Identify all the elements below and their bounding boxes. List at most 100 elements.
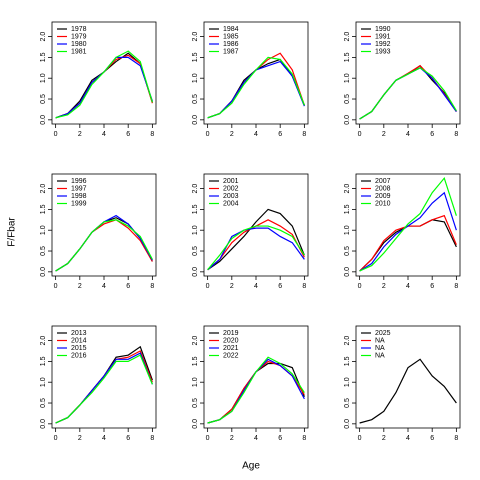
legend-label: 1999 xyxy=(71,200,87,207)
legend-label: 2004 xyxy=(223,200,239,207)
x-tick-label: 4 xyxy=(254,435,258,442)
x-tick-label: 6 xyxy=(430,435,434,442)
y-tick-label: 2.0 xyxy=(40,32,47,42)
legend-label: 1987 xyxy=(223,48,239,55)
x-tick-label: 6 xyxy=(278,131,282,138)
series-line xyxy=(359,176,457,272)
legend-label: 2021 xyxy=(223,345,239,352)
legend-label: 2010 xyxy=(375,200,391,207)
x-tick-label: 6 xyxy=(430,283,434,290)
series-line xyxy=(207,219,305,271)
y-tick-label: 1.0 xyxy=(40,73,47,83)
series-line xyxy=(359,191,457,272)
y-tick-label: 0.5 xyxy=(192,94,199,104)
legend-label: 1980 xyxy=(71,41,87,48)
x-tick-label: 4 xyxy=(254,131,258,138)
y-tick-label: 1.5 xyxy=(192,204,199,214)
x-tick-label: 8 xyxy=(150,131,154,138)
legend-label: NA xyxy=(375,337,385,344)
plot-frame xyxy=(51,325,157,429)
x-tick-label: 8 xyxy=(150,435,154,442)
y-tick-label: 1.0 xyxy=(192,73,199,83)
legend-label: 1998 xyxy=(71,193,87,200)
series-line xyxy=(207,225,305,271)
x-tick-label: 4 xyxy=(406,131,410,138)
y-tick-label: 1.5 xyxy=(40,356,47,366)
x-tick-label: 2 xyxy=(78,131,82,138)
y-tick-label: 0.5 xyxy=(40,246,47,256)
plot-frame xyxy=(51,173,157,277)
legend-label: 1978 xyxy=(71,26,87,33)
x-tick-label: 8 xyxy=(302,131,306,138)
plot-frame xyxy=(203,21,309,125)
y-tick-label: 1.0 xyxy=(344,377,351,387)
y-tick-label: 0.5 xyxy=(192,398,199,408)
y-tick-label: 1.5 xyxy=(192,52,199,62)
legend-label: 1997 xyxy=(71,185,87,192)
x-tick-label: 0 xyxy=(358,435,362,442)
series-line xyxy=(55,52,153,119)
legend-label: 2002 xyxy=(223,185,239,192)
series-line xyxy=(207,360,305,424)
series-line xyxy=(207,58,305,119)
x-tick-label: 0 xyxy=(206,283,210,290)
x-tick-label: 6 xyxy=(126,131,130,138)
y-tick-label: 2.0 xyxy=(192,32,199,42)
legend-label: 2020 xyxy=(223,337,239,344)
y-tick-label: 0.0 xyxy=(40,419,47,429)
y-tick-label: 2.0 xyxy=(192,184,199,194)
x-tick-label: 2 xyxy=(382,283,386,290)
legend-label: 1990 xyxy=(375,26,391,33)
x-tick-label: 0 xyxy=(54,283,58,290)
legend-label: 2008 xyxy=(375,185,391,192)
y-tick-label: 0.0 xyxy=(344,419,351,429)
y-tick-label: 2.0 xyxy=(192,336,199,346)
x-tick-label: 4 xyxy=(102,435,106,442)
x-tick-label: 0 xyxy=(206,435,210,442)
legend-label: 1979 xyxy=(71,33,87,40)
series-line xyxy=(207,227,305,271)
y-tick-label: 0.0 xyxy=(40,267,47,277)
legend-label: 2013 xyxy=(71,330,87,337)
y-tick-label: 2.0 xyxy=(344,336,351,346)
legend-label: 1985 xyxy=(223,33,239,40)
series-line xyxy=(55,56,153,119)
series-line xyxy=(207,56,305,119)
y-tick-label: 0.0 xyxy=(344,267,351,277)
legend-label: 2015 xyxy=(71,345,87,352)
legend-label: 2016 xyxy=(71,352,87,359)
y-tick-label: 1.5 xyxy=(344,52,351,62)
series-line xyxy=(359,358,457,424)
x-tick-label: 4 xyxy=(406,435,410,442)
y-tick-label: 2.0 xyxy=(40,336,47,346)
x-tick-label: 2 xyxy=(230,283,234,290)
y-tick-label: 2.0 xyxy=(344,32,351,42)
plot-frame xyxy=(355,173,461,277)
x-tick-label: 0 xyxy=(206,131,210,138)
x-tick-label: 8 xyxy=(454,283,458,290)
y-tick-label: 2.0 xyxy=(344,184,351,194)
series-line xyxy=(55,219,153,272)
legend-label: 1986 xyxy=(223,41,239,48)
legend-label: 2014 xyxy=(71,337,87,344)
y-tick-label: 0.5 xyxy=(344,94,351,104)
series-line xyxy=(55,354,153,424)
series-line xyxy=(55,217,153,272)
x-tick-label: 2 xyxy=(382,131,386,138)
series-line xyxy=(55,50,153,119)
legend-label: 2001 xyxy=(223,178,239,185)
x-tick-label: 2 xyxy=(78,435,82,442)
y-axis-label: F/Fbar xyxy=(7,217,18,247)
x-tick-label: 4 xyxy=(406,283,410,290)
x-tick-label: 2 xyxy=(382,435,386,442)
x-tick-label: 8 xyxy=(150,283,154,290)
legend-label: NA xyxy=(375,345,385,352)
legend-label: 2025 xyxy=(375,330,391,337)
legend-label: 2019 xyxy=(223,330,239,337)
y-tick-label: 2.0 xyxy=(40,184,47,194)
x-tick-label: 6 xyxy=(278,283,282,290)
x-tick-label: 0 xyxy=(54,131,58,138)
x-tick-label: 4 xyxy=(254,283,258,290)
series-line xyxy=(55,219,153,272)
